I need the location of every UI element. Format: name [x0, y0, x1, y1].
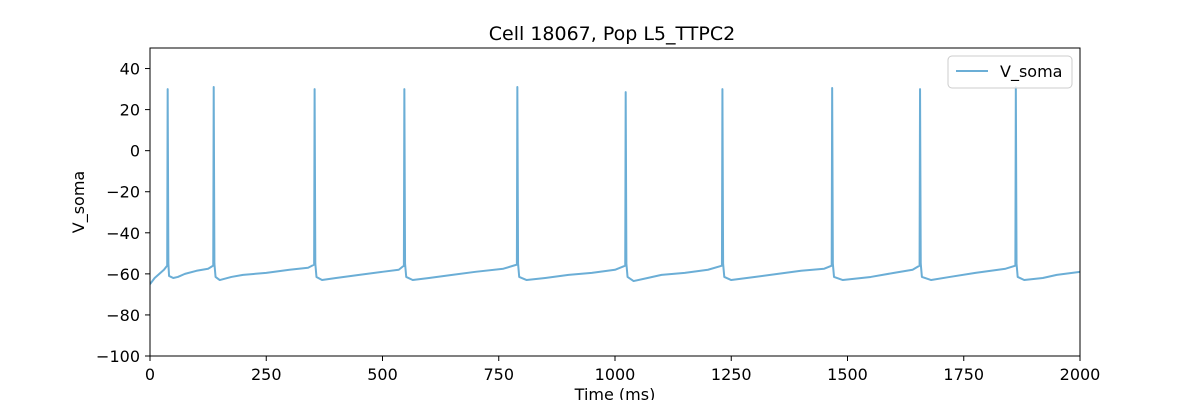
chart-title: Cell 18067, Pop L5_TTPC2 — [489, 23, 735, 45]
y-axis-label: V_soma — [69, 171, 89, 233]
x-tick-label: 1750 — [943, 365, 984, 384]
legend: V_soma — [947, 55, 1073, 89]
x-axis-label: Time (ms) — [574, 385, 656, 400]
plot-frame — [149, 47, 1081, 357]
x-tick-label: 0 — [145, 365, 155, 384]
x-tick-label: 750 — [483, 365, 514, 384]
x-tick-label: 1250 — [711, 365, 752, 384]
x-tick-label: 1500 — [827, 365, 868, 384]
y-tick-label: −100 — [96, 347, 140, 366]
y-tick-label: −20 — [106, 183, 140, 202]
y-tick-label: 40 — [120, 60, 140, 79]
y-tick-label: −80 — [106, 306, 140, 325]
legend-box — [947, 55, 1073, 89]
y-axis-ticks: −100 −80 −60 −40 −20 0 20 40 — [96, 60, 150, 366]
x-axis-ticks: 0 250 500 750 1000 1250 1500 1750 2000 — [145, 356, 1100, 384]
y-tick-label: −60 — [106, 265, 140, 284]
legend-label-v-soma: V_soma — [1000, 62, 1062, 82]
x-tick-label: 1000 — [595, 365, 636, 384]
x-tick-label: 250 — [251, 365, 282, 384]
y-tick-label: 0 — [130, 142, 140, 161]
y-tick-label: 20 — [120, 101, 140, 120]
plot-area — [150, 86, 1080, 285]
x-tick-label: 2000 — [1060, 365, 1101, 384]
series-line-v-soma — [150, 86, 1080, 285]
x-tick-label: 500 — [367, 365, 398, 384]
y-tick-label: −40 — [106, 224, 140, 243]
